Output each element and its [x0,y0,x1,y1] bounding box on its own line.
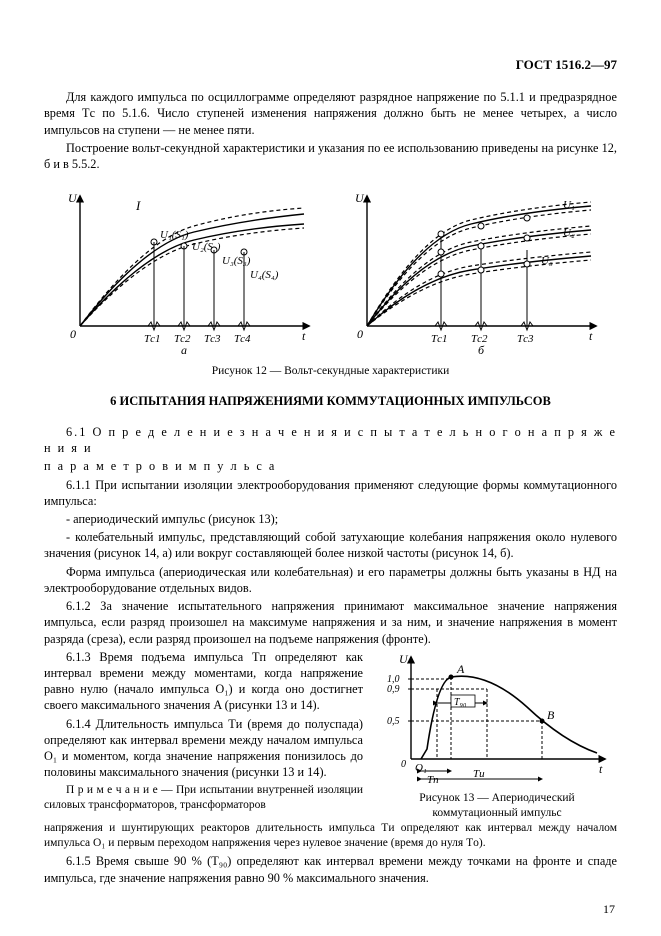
svg-text:0: 0 [70,327,76,341]
figure-12-caption: Рисунок 12 — Вольт-секундные характерист… [44,364,617,379]
page-number: 17 [603,902,615,918]
svg-text:B: B [547,708,555,722]
p-6-1-4: 6.1.4 Длительность импульса Tи (время до… [44,716,363,781]
p-6-1-1a: - апериодический импульс (рисунок 13); [44,511,617,527]
p-note: П р и м е ч а н и е — При испытании внут… [44,783,363,813]
svg-text:A: A [456,662,465,676]
svg-text:Tс3: Tс3 [517,333,534,345]
p-6-1-1: 6.1.1 При испытании изоляции электрообор… [44,477,617,509]
para-2: Построение вольт-секундной характеристик… [44,140,617,172]
figure-13: U t 1,0 0,9 0,5 0 [377,649,617,821]
svg-text:Tс3: Tс3 [204,333,221,345]
svg-text:0,5: 0,5 [387,716,400,727]
svg-text:0: 0 [357,327,363,341]
svg-text:Tс4: Tс4 [234,333,251,345]
svg-text:U: U [399,652,409,666]
p-note-2: напряжения и шунтирующих реакторов длите… [44,821,617,851]
svg-text:Tи: Tи [473,768,485,780]
svg-text:U₄(S₄): U₄(S₄) [250,269,279,281]
p-6-1-3: 6.1.3 Время подъема импульса Tп определя… [44,649,363,714]
p-6-1-2: 6.1.2 За значение испытательного напряже… [44,598,617,647]
sec-6-1-title-a: 6.1 О п р е д е л е н и е з н а ч е н и … [44,424,617,456]
svg-text:T₉₀: T₉₀ [454,697,467,708]
svg-text:U₃(S₃): U₃(S₃) [222,255,251,267]
svg-text:t: t [599,762,603,776]
svg-text:t: t [302,329,306,343]
p-6-1-5: 6.1.5 Время свыше 90 % (T₉₀) определяют … [44,853,617,885]
figure-13-caption: Рисунок 13 — Апериодический коммутационн… [377,791,617,821]
svg-text:U: U [68,191,78,205]
figure-12-right: U t 0 [331,186,618,356]
svg-text:Tп: Tп [427,774,439,786]
sec-6-1-title-b: п а р а м е т р о в и м п у л ь с а [44,458,617,474]
figure-12: U t 0 I U₁(S₁) U₂(S₂) U₃(S₃) [44,186,617,356]
svg-text:U₃: U₃ [541,255,553,267]
svg-text:0,9: 0,9 [387,684,400,695]
svg-text:O₁: O₁ [415,762,427,774]
figure-12-left: U t 0 I U₁(S₁) U₂(S₂) U₃(S₃) [44,186,331,356]
para-1: Для каждого импульса по осциллограмме оп… [44,89,617,138]
doc-code: ГОСТ 1516.2—97 [44,56,617,73]
p-6-1-1b: - колебательный импульс, представляющий … [44,529,617,561]
p-6-1-1c: Форма импульса (апериодическая или колеб… [44,564,617,596]
svg-text:0: 0 [401,759,406,770]
svg-text:Tс1: Tс1 [144,333,161,345]
svg-text:а: а [181,343,187,356]
svg-text:U: U [355,191,365,205]
section-6-heading: 6 ИСПЫТАНИЯ НАПРЯЖЕНИЯМИ КОММУТАЦИОННЫХ … [44,393,617,410]
svg-text:U₁(S₁): U₁(S₁) [160,229,189,241]
svg-text:б: б [477,343,484,356]
svg-text:U₁: U₁ [563,199,575,211]
svg-text:U₂: U₂ [563,227,575,239]
svg-text:I: I [135,198,141,213]
svg-text:Tс1: Tс1 [431,333,448,345]
svg-text:t: t [589,329,593,343]
